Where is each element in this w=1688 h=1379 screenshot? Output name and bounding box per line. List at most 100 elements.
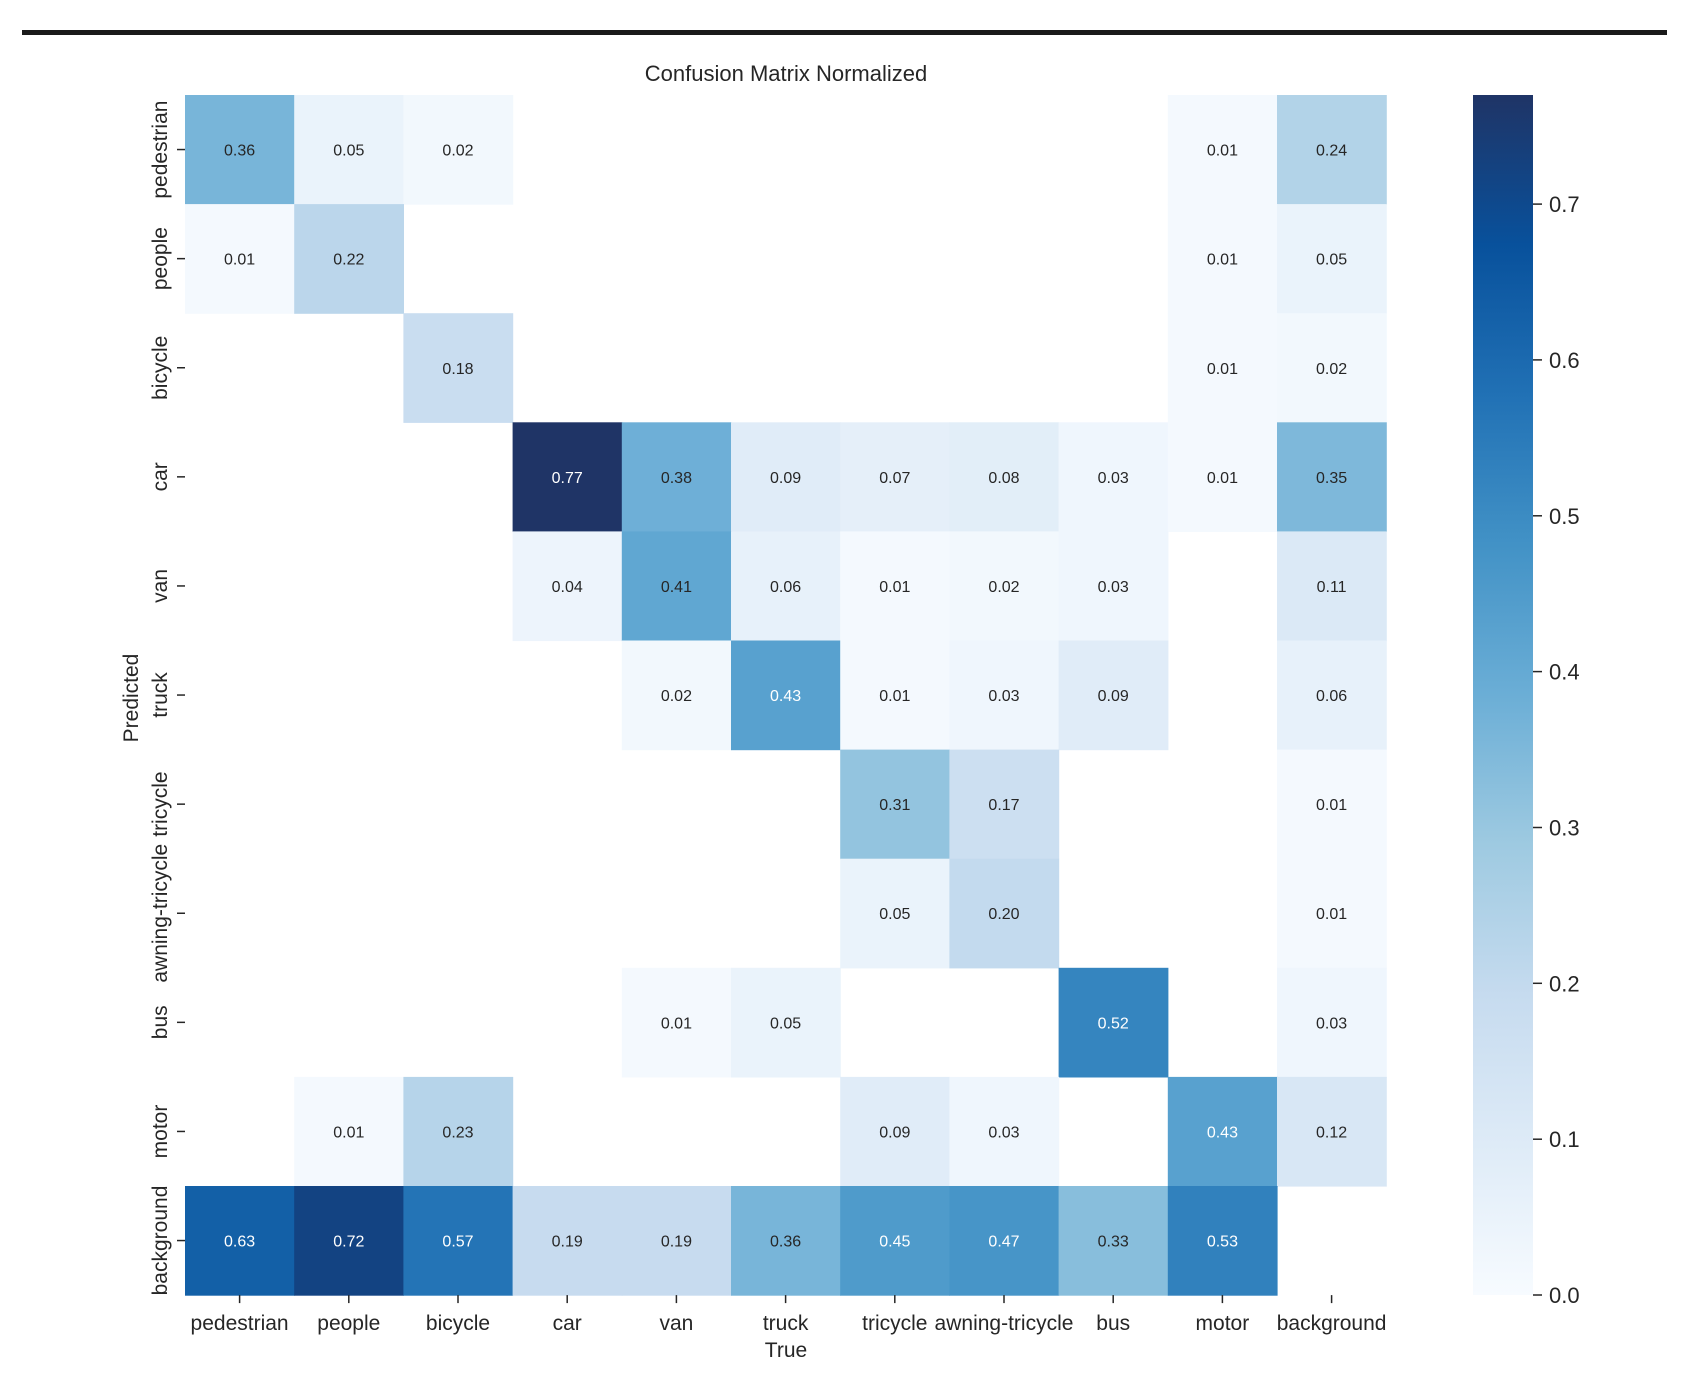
y-tick-label: awning-tricycle bbox=[149, 844, 172, 983]
cell-value-label: 0.47 bbox=[988, 1234, 1019, 1251]
heatmap-cell bbox=[1277, 749, 1387, 860]
y-tick-label: bicycle bbox=[149, 336, 172, 400]
cell-value-label: 0.24 bbox=[1316, 143, 1347, 160]
x-tick-label: background bbox=[1277, 1312, 1387, 1335]
cell-value-label: 0.01 bbox=[333, 1125, 364, 1142]
heatmap-cell bbox=[1058, 422, 1169, 532]
cell-value-label: 0.08 bbox=[988, 470, 1019, 487]
cell-value-label: 0.53 bbox=[1207, 1234, 1238, 1251]
heatmap-cell bbox=[1058, 531, 1169, 642]
heatmap-cell bbox=[621, 531, 732, 642]
heatmap-cell bbox=[621, 967, 732, 1078]
x-tick-label: bus bbox=[1096, 1312, 1130, 1335]
heatmap-cell-labels: 0.36 0.05 0.02 0.01 0.24 0.01 0.22 0.01 0.05 0.18… bbox=[224, 143, 1347, 1251]
cell-value-label: 0.35 bbox=[1316, 470, 1347, 487]
heatmap-cell bbox=[949, 1076, 1060, 1187]
heatmap-cell bbox=[621, 1186, 732, 1296]
y-tick-label: pedestrian bbox=[149, 101, 172, 199]
heatmap-cell bbox=[1277, 640, 1387, 751]
chart-title: Confusion Matrix Normalized bbox=[645, 61, 927, 86]
colorbar-tick-label: 0.1 bbox=[1549, 1127, 1580, 1152]
cell-value-label: 0.43 bbox=[770, 688, 801, 705]
cell-value-label: 0.72 bbox=[333, 1234, 364, 1251]
heatmap-cell bbox=[731, 967, 841, 1078]
cell-value-label: 0.03 bbox=[1098, 470, 1129, 487]
x-tick-label: pedestrian bbox=[191, 1312, 289, 1335]
heatmap-cell bbox=[403, 1076, 514, 1187]
colorbar-ticks: 0.0 0.1 0.2 0.3 0.4 0.5 0.6 0.7 bbox=[1533, 192, 1580, 1308]
cell-value-label: 0.18 bbox=[442, 361, 473, 378]
y-tick-label: truck bbox=[149, 672, 172, 718]
heatmap-cell bbox=[512, 1186, 623, 1296]
cell-value-label: 0.19 bbox=[661, 1234, 692, 1251]
y-tick-label: bus bbox=[149, 1005, 172, 1039]
heatmap-cell bbox=[1277, 422, 1387, 532]
cell-value-label: 0.02 bbox=[661, 688, 692, 705]
x-tick-label: van bbox=[659, 1312, 693, 1335]
heatmap-cell bbox=[840, 422, 950, 532]
y-tick-label: tricycle bbox=[149, 771, 172, 836]
x-tick-label: awning-tricycle bbox=[935, 1312, 1074, 1335]
heatmap-cell bbox=[949, 531, 1060, 642]
cell-value-label: 0.05 bbox=[770, 1015, 801, 1032]
heatmap-cell bbox=[840, 1076, 950, 1187]
heatmap-cell bbox=[512, 422, 623, 532]
cell-value-label: 0.02 bbox=[1316, 361, 1347, 378]
cell-value-label: 0.01 bbox=[1207, 470, 1238, 487]
heatmap-cell bbox=[621, 640, 732, 751]
heatmap-cell bbox=[731, 1186, 841, 1296]
cell-value-label: 0.01 bbox=[879, 579, 910, 596]
cell-value-label: 0.03 bbox=[1316, 1015, 1347, 1032]
heatmap-cell bbox=[1277, 95, 1387, 205]
cell-value-label: 0.01 bbox=[1207, 361, 1238, 378]
cell-value-label: 0.33 bbox=[1098, 1234, 1129, 1251]
cell-value-label: 0.02 bbox=[988, 579, 1019, 596]
heatmap-cell bbox=[1277, 313, 1387, 423]
heatmap-cell bbox=[840, 531, 950, 642]
x-tick-label: truck bbox=[763, 1312, 809, 1335]
heatmap-cell bbox=[1167, 1076, 1278, 1187]
heatmap-cell bbox=[840, 640, 950, 751]
cell-value-label: 0.03 bbox=[1098, 579, 1129, 596]
cell-value-label: 0.04 bbox=[552, 579, 583, 596]
x-axis-label: True bbox=[765, 1339, 807, 1362]
heatmap-cell bbox=[949, 749, 1060, 860]
heatmap-cell bbox=[840, 1186, 950, 1296]
cell-value-label: 0.20 bbox=[988, 906, 1019, 923]
heatmap-cell bbox=[185, 1186, 295, 1296]
heatmap-cell bbox=[294, 1076, 404, 1187]
cell-value-label: 0.77 bbox=[552, 470, 583, 487]
heatmap-cell bbox=[621, 422, 732, 532]
cell-value-label: 0.31 bbox=[879, 797, 910, 814]
heatmap-cell bbox=[1058, 1186, 1169, 1296]
cell-value-label: 0.63 bbox=[224, 1234, 255, 1251]
cell-value-label: 0.45 bbox=[879, 1234, 910, 1251]
colorbar-tick-label: 0.7 bbox=[1549, 192, 1580, 217]
heatmap-cell bbox=[403, 313, 514, 423]
cell-value-label: 0.43 bbox=[1207, 1125, 1238, 1142]
heatmap-cell bbox=[731, 422, 841, 532]
heatmap-cells bbox=[185, 95, 1387, 1296]
cell-value-label: 0.38 bbox=[661, 470, 692, 487]
cell-value-label: 0.06 bbox=[1316, 688, 1347, 705]
heatmap-cell bbox=[1277, 858, 1387, 969]
colorbar-tick-label: 0.0 bbox=[1549, 1283, 1580, 1308]
y-tick-label: people bbox=[149, 227, 172, 290]
heatmap-cell bbox=[840, 858, 950, 969]
heatmap-cell bbox=[949, 640, 1060, 751]
heatmap-cell bbox=[294, 95, 404, 205]
heatmap-cell bbox=[512, 531, 623, 642]
heatmap-cell bbox=[1277, 967, 1387, 1078]
heatmap-cell bbox=[1277, 204, 1387, 314]
x-tick-label: motor bbox=[1196, 1312, 1250, 1335]
cell-value-label: 0.36 bbox=[770, 1234, 801, 1251]
cell-value-label: 0.05 bbox=[333, 143, 364, 160]
heatmap-cell bbox=[1167, 95, 1278, 205]
x-axis-ticks: pedestrian people bicycle car van truck tricyc… bbox=[191, 1295, 1387, 1335]
colorbar-tick-label: 0.6 bbox=[1549, 348, 1580, 373]
heatmap-cell bbox=[731, 640, 841, 751]
heatmap-cell bbox=[1167, 313, 1278, 423]
x-tick-label: bicycle bbox=[426, 1312, 490, 1335]
cell-value-label: 0.01 bbox=[1207, 143, 1238, 160]
